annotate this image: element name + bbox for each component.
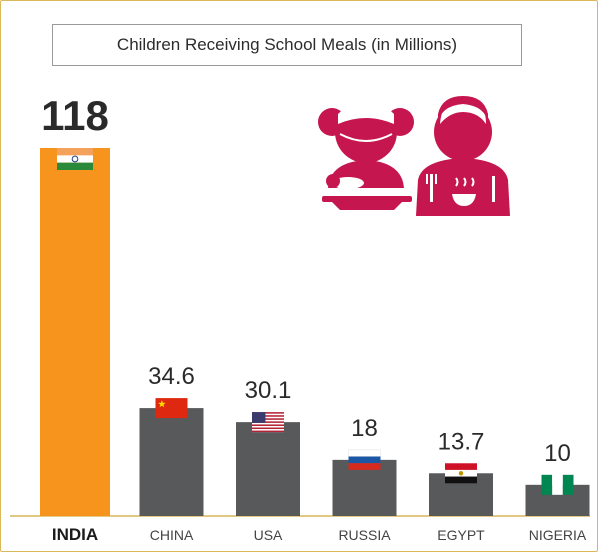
category-label-china: CHINA — [150, 527, 194, 543]
bar-india — [40, 148, 110, 516]
usa-flag — [252, 412, 284, 433]
girl-eating-icon — [318, 100, 414, 210]
value-label-russia: 18 — [351, 415, 378, 442]
value-label-usa: 30.1 — [245, 377, 292, 404]
russia-flag — [348, 449, 381, 470]
category-label-india: INDIA — [52, 525, 98, 544]
category-label-nigeria: NIGERIA — [529, 527, 587, 543]
value-label-nigeria: 10 — [544, 440, 571, 467]
value-label-china: 34.6 — [148, 363, 195, 390]
bar-usa — [236, 422, 300, 516]
nigeria-flag — [541, 474, 574, 495]
category-label-russia: RUSSIA — [338, 527, 391, 543]
category-label-egypt: EGYPT — [437, 527, 485, 543]
value-label-india: 118 — [41, 92, 109, 139]
china-flag — [155, 398, 188, 419]
category-label-usa: USA — [254, 527, 283, 543]
india-flag — [57, 148, 93, 170]
boy-eating-icon — [416, 96, 510, 216]
value-label-egypt: 13.7 — [438, 428, 485, 455]
children-eating-meal-icon — [318, 96, 510, 216]
chart-title: Children Receiving School Meals (in Mill… — [52, 24, 522, 66]
bar-china — [139, 408, 204, 516]
egypt-flag — [445, 463, 477, 484]
